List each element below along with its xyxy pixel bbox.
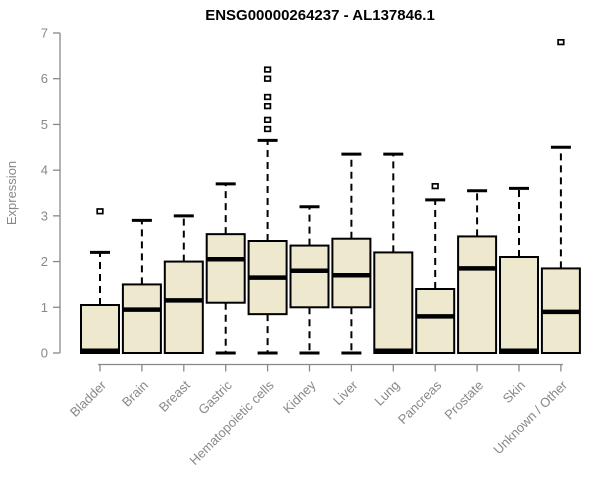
box-breast bbox=[163, 214, 204, 355]
box-unknown-other bbox=[540, 38, 581, 354]
x-tick-label-gastric: Gastric bbox=[195, 377, 235, 417]
outlier-point bbox=[263, 75, 272, 82]
outlier-point bbox=[263, 102, 272, 110]
outlier-point bbox=[263, 116, 272, 124]
y-tick-label-7: 7 bbox=[41, 26, 48, 41]
boxes-group bbox=[80, 38, 581, 355]
box-kidney bbox=[289, 205, 330, 355]
iqr-box bbox=[163, 260, 204, 355]
x-tick-label-breast: Breast bbox=[156, 377, 193, 414]
y-tick-label-4: 4 bbox=[41, 163, 48, 178]
box-liver bbox=[331, 152, 372, 355]
chart-title: ENSG00000264237 - AL137846.1 bbox=[205, 7, 435, 24]
box-skin bbox=[499, 186, 539, 354]
y-tick-label-5: 5 bbox=[41, 117, 48, 132]
box-brain bbox=[121, 218, 162, 354]
y-tick-label-1: 1 bbox=[41, 300, 48, 315]
iqr-box bbox=[331, 237, 372, 309]
iqr-box bbox=[205, 233, 246, 304]
outlier-point bbox=[263, 125, 272, 133]
x-tick-label-skin: Skin bbox=[500, 378, 528, 406]
x-tick-label-lung: Lung bbox=[371, 378, 402, 409]
outlier-point bbox=[431, 182, 439, 190]
x-tick-label-prostate: Prostate bbox=[441, 378, 486, 423]
y-axis-title: Expression bbox=[4, 161, 19, 225]
iqr-box bbox=[121, 283, 162, 354]
x-tick-label-brain: Brain bbox=[119, 378, 151, 410]
x-tick-label-liver: Liver bbox=[330, 377, 361, 408]
x-tick-label-bladder: Bladder bbox=[67, 377, 110, 420]
y-tick-label-6: 6 bbox=[41, 71, 48, 86]
x-tick-label-pancreas: Pancreas bbox=[395, 377, 445, 427]
y-tick-label-0: 0 bbox=[41, 346, 48, 361]
box-bladder bbox=[80, 208, 120, 354]
iqr-box bbox=[499, 256, 539, 354]
y-tick-label-3: 3 bbox=[41, 208, 48, 223]
x-tick-label-unknown-other: Unknown / Other bbox=[490, 377, 570, 457]
y-tick-label-2: 2 bbox=[41, 254, 48, 269]
outlier-point bbox=[96, 208, 104, 215]
iqr-box bbox=[457, 235, 498, 354]
box-lung bbox=[373, 152, 414, 354]
y-axis: 0 1 2 3 4 5 6 7 bbox=[41, 26, 61, 361]
outlier-point bbox=[263, 66, 272, 73]
iqr-box bbox=[289, 244, 330, 309]
outlier-point bbox=[263, 93, 272, 101]
box-hematopoietic-cells bbox=[247, 66, 288, 355]
box-gastric bbox=[205, 182, 246, 355]
box-pancreas bbox=[415, 182, 456, 354]
box-prostate bbox=[457, 189, 498, 354]
outlier-point bbox=[557, 38, 565, 46]
iqr-box bbox=[373, 251, 414, 354]
x-tick-label-kidney: Kidney bbox=[280, 377, 319, 416]
iqr-box bbox=[415, 288, 456, 354]
iqr-box bbox=[80, 304, 120, 354]
